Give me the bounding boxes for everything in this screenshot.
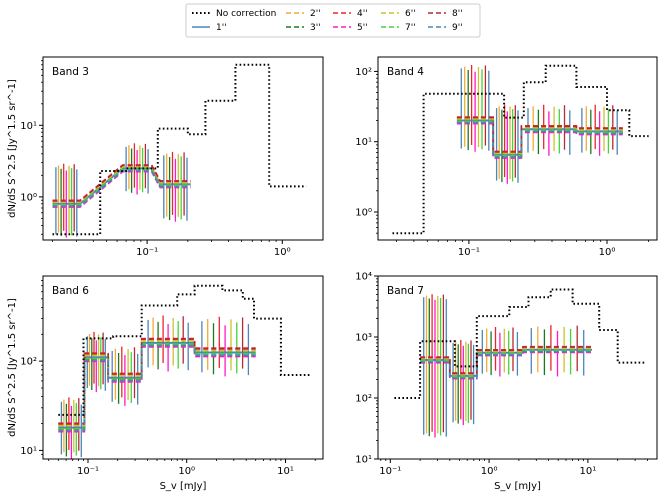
panels: 10⁻¹ 10⁰ 10⁰ 10¹ Band 3 dN/dS S^2.5 [Jy^1.5 s… <box>7 56 658 492</box>
legend-label-nocorr: No correction <box>216 9 276 19</box>
x-tick-label-band3: 10⁰ <box>274 247 291 258</box>
legend-label-a9: 9'' <box>452 23 463 33</box>
step-band3-a8 <box>52 164 191 202</box>
y-tick-label-band3: 10⁰ <box>20 192 37 203</box>
y-axis-label-band6: dN/dS S^2.5 [Jy^1.5 sr^-1] <box>7 298 18 437</box>
panel-band6: 10⁻¹ 10⁰ 10¹ 10¹ 10² Band 6 dN/dS S^2.5 [Jy^1.… <box>7 275 324 492</box>
y-tick-label-band4: 10¹ <box>355 137 372 148</box>
y-tick-label-band7: 10³ <box>355 333 372 344</box>
y-tick-label-band6: 10¹ <box>20 446 37 457</box>
panel-band7: 10⁻¹ 10⁰ 10¹ 10¹ 10² 10³ 10⁴ Band 7 S_v [mJy] <box>355 272 658 492</box>
step-band7-nocorr <box>394 288 646 399</box>
step-band3-nocorr <box>52 63 307 236</box>
x-axis-label-band6: S_v [mJy] <box>160 481 207 492</box>
legend-label-a5: 5'' <box>357 23 368 33</box>
panel-title-band6: Band 6 <box>52 285 89 297</box>
step-band3-a7 <box>52 168 191 206</box>
step-band3-a1 <box>52 167 191 205</box>
legend-label-a2: 2'' <box>310 9 321 19</box>
y-tick-label-band7: 10⁴ <box>355 272 372 283</box>
legend: No correction 1'' 2'' 3'' 4'' 5'' 6'' 7'' 8'' 9'' <box>185 3 481 38</box>
plot-area-band6 <box>58 284 311 459</box>
y-tick-label-band3: 10¹ <box>20 121 37 132</box>
axes-frame-band6 <box>42 275 324 460</box>
legend-label-a3: 3'' <box>310 23 321 33</box>
legend-label-a6: 6'' <box>405 9 416 19</box>
axes-frame-band3 <box>42 56 324 241</box>
legend-label-a7: 7'' <box>405 23 416 33</box>
plot-area-band3 <box>52 63 307 238</box>
panel-band4: 10⁻¹ 10⁰ 10⁰ 10¹ 10² Band 4 <box>355 56 658 258</box>
step-band6-nocorr <box>58 284 311 416</box>
legend-label-a1: 1'' <box>216 23 227 33</box>
panel-title-band7: Band 7 <box>387 285 424 297</box>
plot-area-band7 <box>394 288 646 438</box>
legend-label-a4: 4'' <box>357 9 368 19</box>
step-band3-a5 <box>52 170 191 208</box>
x-tick-label-band7: 10¹ <box>580 466 597 477</box>
y-tick-label-band7: 10¹ <box>355 455 372 466</box>
legend-frame <box>185 3 481 38</box>
step-band4-nocorr <box>392 64 649 235</box>
panel-title-band3: Band 3 <box>52 66 89 78</box>
x-axis-label-band7: S_v [mJy] <box>494 481 541 492</box>
plot-area-band4 <box>392 64 649 235</box>
y-axis-label-band3: dN/dS S^2.5 [Jy^1.5 sr^-1] <box>7 79 18 218</box>
x-tick-label-band4: 10⁻¹ <box>458 247 480 258</box>
y-tick-label-band4: 10² <box>355 67 372 78</box>
y-tick-label-band7: 10² <box>355 394 372 405</box>
step-band3-a9 <box>52 169 191 207</box>
x-tick-label-band4: 10⁰ <box>599 247 616 258</box>
axes-frame-band7 <box>377 275 658 460</box>
x-tick-label-band6: 10¹ <box>277 466 294 477</box>
x-tick-label-band3: 10⁻¹ <box>136 247 158 258</box>
panel-band3: 10⁻¹ 10⁰ 10⁰ 10¹ Band 3 dN/dS S^2.5 [Jy^1.5 s… <box>7 56 324 258</box>
x-tick-label-band7: 10⁻¹ <box>379 466 401 477</box>
legend-label-a8: 8'' <box>452 9 463 19</box>
panel-title-band4: Band 4 <box>387 66 424 78</box>
y-tick-label-band6: 10² <box>20 357 37 368</box>
x-tick-label-band6: 10⁰ <box>178 466 195 477</box>
x-tick-label-band7: 10⁰ <box>481 466 498 477</box>
step-band3-a6 <box>52 166 191 204</box>
step-band6-a8 <box>58 338 256 425</box>
x-tick-label-band6: 10⁻¹ <box>77 466 99 477</box>
step-band4-a9 <box>456 121 623 158</box>
y-tick-label-band4: 10⁰ <box>355 208 372 219</box>
step-band6-a9 <box>58 344 256 432</box>
